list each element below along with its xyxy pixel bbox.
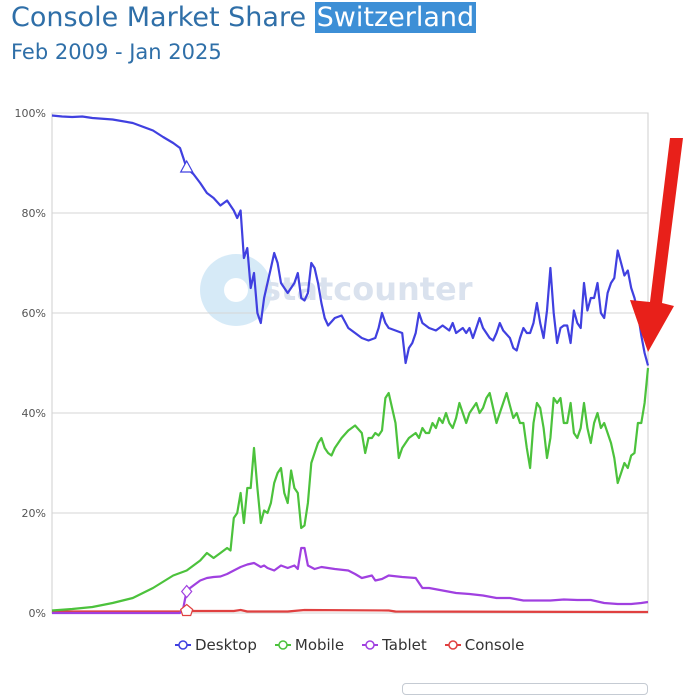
series-line-tablet bbox=[52, 546, 649, 615]
series-line-desktop bbox=[51, 114, 650, 366]
console-marker-icon bbox=[444, 640, 461, 650]
legend-label-console: Console bbox=[464, 636, 525, 654]
bottom-control[interactable] bbox=[402, 683, 648, 695]
console-annotation-marker bbox=[179, 603, 194, 617]
y-tick-label: 60% bbox=[22, 307, 46, 320]
chart-title: Console Market Share Switzerland bbox=[11, 0, 477, 36]
title-highlight: Switzerland bbox=[314, 2, 477, 33]
y-tick-label: 40% bbox=[22, 407, 46, 420]
legend-item-console[interactable]: Console bbox=[444, 636, 525, 654]
red-arrow-annotation bbox=[630, 138, 683, 352]
y-tick-label: 20% bbox=[22, 507, 46, 520]
legend-item-mobile[interactable]: Mobile bbox=[274, 636, 345, 654]
y-tick-label: 100% bbox=[15, 107, 46, 120]
desktop-annotation-marker bbox=[179, 159, 194, 173]
chart-subtitle: Feb 2009 - Jan 2025 bbox=[11, 40, 222, 64]
legend-label-desktop: Desktop bbox=[195, 636, 257, 654]
mobile-marker-icon bbox=[274, 640, 291, 650]
y-tick-label: 80% bbox=[22, 207, 46, 220]
tablet-marker-icon bbox=[362, 640, 379, 650]
legend-item-tablet[interactable]: Tablet bbox=[362, 636, 427, 654]
legend-label-mobile: Mobile bbox=[294, 636, 345, 654]
y-tick-label: 0% bbox=[29, 607, 46, 620]
plot-area-border bbox=[51, 112, 649, 614]
chart-legend: Desktop Mobile Tablet Console bbox=[175, 634, 524, 656]
legend-item-desktop[interactable]: Desktop bbox=[175, 636, 257, 654]
series-line-mobile bbox=[51, 367, 650, 612]
series-line-console bbox=[52, 607, 649, 614]
desktop-marker-icon bbox=[175, 640, 191, 650]
tablet-annotation-marker bbox=[180, 584, 193, 599]
title-prefix: Console Market Share bbox=[11, 2, 307, 33]
legend-label-tablet: Tablet bbox=[382, 636, 427, 654]
